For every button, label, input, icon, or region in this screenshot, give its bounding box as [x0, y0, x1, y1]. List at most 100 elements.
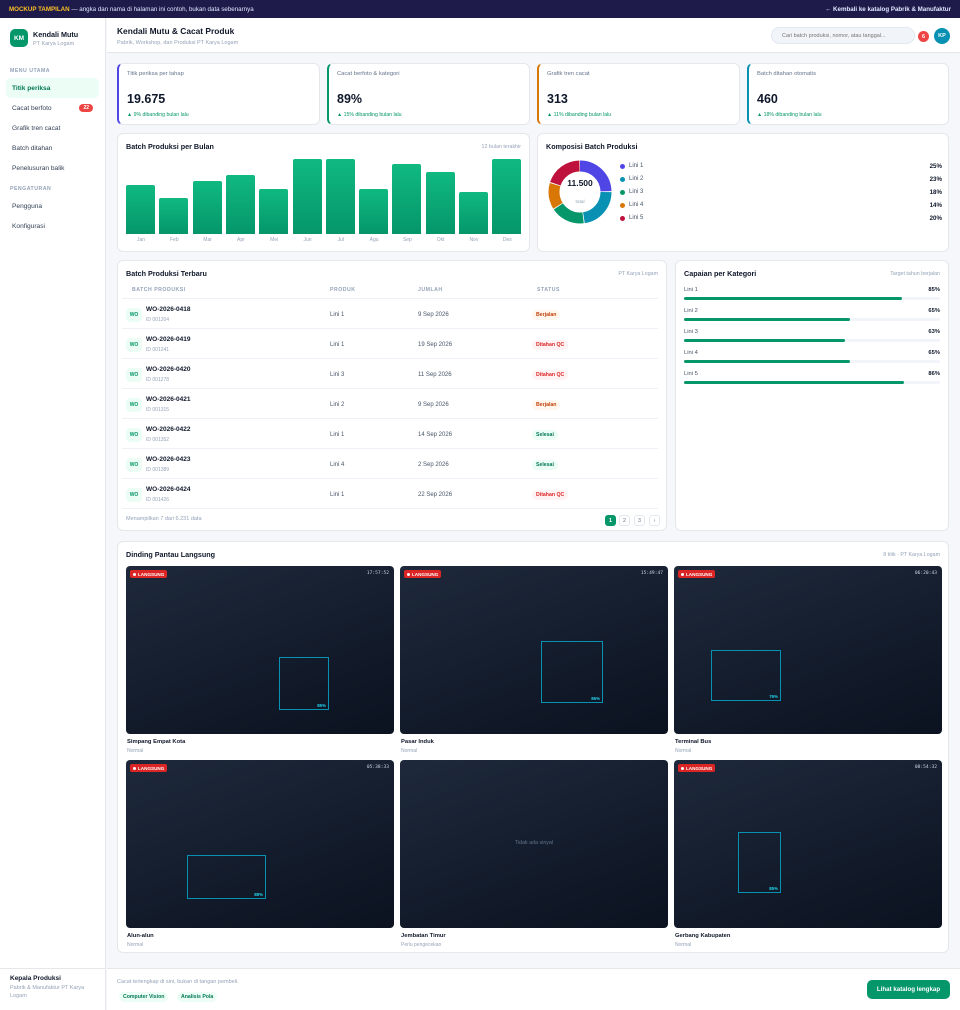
live-dot-icon [681, 766, 684, 770]
camera-feed[interactable]: LANGSUNG 06:20:43 76% [674, 566, 942, 734]
table-row[interactable]: WO WO-2026-0418 ID 001204 Lini 1 9 Sep 2026 B… [122, 299, 658, 329]
nav-section-settings: PENGATURAN [10, 186, 52, 192]
user-org: Pabrik & Manufaktur PT Karya Logam [10, 985, 85, 1000]
table-row[interactable]: WO WO-2026-0421 ID 001315 Lini 2 9 Sep 2026 B… [122, 389, 658, 419]
status-badge: Berjalan [532, 310, 561, 320]
table-row[interactable]: WO WO-2026-0422 ID 001352 Lini 1 14 Sep 2026… [122, 419, 658, 449]
kpi-label: Batch ditahan otomatis [757, 71, 816, 77]
notification-badge[interactable]: 6 [918, 31, 929, 42]
bar [126, 185, 155, 234]
sidebar-item-konfigurasi[interactable]: Konfigurasi [12, 222, 45, 230]
bar [159, 197, 189, 234]
batch-id: WO-2026-0421 [146, 396, 191, 403]
batch-sub-id: ID 001204 [146, 317, 170, 323]
camera-feed[interactable]: LANGSUNG 08:54:32 85% [674, 760, 942, 928]
camera-status: Normal [127, 942, 144, 948]
camera-feed[interactable]: LANGSUNG 15:49:47 86% [400, 566, 668, 734]
app-name: Kendali Mutu [33, 29, 79, 39]
detection-confidence: 85% [317, 703, 326, 708]
live-dot-icon [133, 766, 136, 770]
batch-code-icon: WO [126, 338, 142, 352]
date-cell: 14 Sep 2026 [418, 432, 453, 438]
kpi-label: Cacat berfoto & kategori [337, 71, 400, 77]
live-badge: LANGSUNG [678, 764, 716, 772]
next-page-button[interactable]: › [649, 515, 660, 526]
sidebar-item-batch-ditahan[interactable]: Batch ditahan [12, 144, 53, 152]
status-badge: Selesai [532, 430, 558, 440]
tag-analisis-pola: Analisis Pola [177, 992, 218, 1002]
table-header: BATCH PRODUKSI PRODUK JUMLAH STATUS [122, 287, 658, 299]
achievement-title: Capaian per Kategori [684, 269, 757, 278]
batch-id: WO-2026-0420 [146, 366, 191, 373]
kpi-label: Grafik tren cacat [547, 71, 590, 77]
legend-item: Lini 3 18% [620, 187, 942, 197]
batch-sub-id: ID 001426 [146, 497, 170, 503]
col-product: PRODUK [330, 287, 356, 293]
legend-percent: 23% [929, 175, 942, 183]
donut-slice [548, 160, 612, 224]
progress-fill [684, 339, 846, 342]
table-row[interactable]: WO WO-2026-0424 ID 001426 Lini 1 22 Sep 2026… [122, 479, 658, 509]
legend-label: Lini 1 [629, 163, 644, 169]
detection-confidence: 86% [591, 696, 600, 701]
date-cell: 11 Sep 2026 [418, 372, 452, 378]
x-tick-label: Mar [203, 237, 212, 243]
page-1-button[interactable]: 1 [605, 515, 616, 526]
achievement-meta: Target tahun berjalan [890, 271, 940, 277]
kpi-card: Cacat berfoto & kategori 89% ▲ 15% diban… [327, 63, 530, 125]
mockup-tag: MOCKUP TAMPILAN [9, 5, 70, 13]
status-badge: Ditahan QC [532, 490, 569, 500]
sidebar-item-penelusuran[interactable]: Penelusuran balik [12, 164, 65, 172]
product-cell: Lini 3 [330, 372, 345, 378]
view-catalog-button[interactable]: Lihat katalog lengkap [867, 980, 950, 999]
progress-value: 63% [928, 329, 940, 335]
legend-item: Lini 5 20% [620, 213, 942, 223]
sidebar-item-grafik-tren[interactable]: Grafik tren cacat [12, 124, 61, 132]
back-to-catalog-link[interactable]: ← Kembali ke katalog Pabrik & Manufaktur [825, 5, 951, 13]
camera-feed[interactable]: Tidak ada sinyal [400, 760, 668, 928]
live-label: LANGSUNG [412, 571, 439, 577]
sidebar-item-cacat-berfoto[interactable]: Cacat berfoto 22 [6, 98, 99, 118]
legend-swatch [620, 189, 625, 195]
progress-fill [684, 381, 905, 384]
kpi-label: Titik periksa per tahap [127, 71, 184, 77]
progress-label: Lini 2 [684, 308, 698, 314]
donut-total-label: total [575, 200, 585, 205]
donut-slice [548, 160, 612, 224]
batch-code-icon: WO [126, 488, 142, 502]
camera-timestamp: 06:20:43 [914, 571, 937, 576]
product-cell: Lini 1 [330, 432, 345, 438]
x-tick-label: Okt [436, 237, 445, 243]
batch-code-icon: WO [126, 428, 142, 442]
sidebar-item-pengguna[interactable]: Pengguna [12, 202, 43, 210]
x-tick-label: Jan [136, 237, 146, 243]
sidebar-item-titik-periksa[interactable]: Titik periksa [6, 78, 99, 98]
table-row[interactable]: WO WO-2026-0419 ID 001241 Lini 1 19 Sep 2026… [122, 329, 658, 359]
page-2-button[interactable]: 2 [619, 515, 630, 526]
batch-id: WO-2026-0424 [146, 486, 191, 493]
date-cell: 9 Sep 2026 [418, 402, 449, 408]
camera-feed[interactable]: LANGSUNG 05:38:33 88% [126, 760, 394, 928]
legend-label: Lini 3 [629, 189, 644, 195]
table-row[interactable]: WO WO-2026-0420 ID 001278 Lini 3 11 Sep 2026… [122, 359, 658, 389]
achievement-card: Capaian per Kategori Target tahun berjal… [675, 260, 949, 531]
legend-item: Lini 2 23% [620, 174, 942, 184]
progress-row: Lini 3 63% [684, 329, 940, 335]
batch-code-icon: WO [126, 398, 142, 412]
progress-value: 65% [928, 308, 940, 314]
bar [392, 164, 422, 234]
avatar[interactable]: KP [934, 28, 950, 44]
camera-status: Normal [127, 748, 144, 754]
page-3-button[interactable]: 3 [634, 515, 645, 526]
camera-status: Normal [401, 748, 418, 754]
kpi-card: Grafik tren cacat 313 ▲ 11% dibanding bu… [537, 63, 740, 125]
camera-timestamp: 08:54:32 [914, 765, 937, 770]
search-input[interactable] [771, 27, 915, 44]
camera-feed[interactable]: LANGSUNG 17:57:52 85% [126, 566, 394, 734]
monthly-chart-card: Batch Produksi per Bulan 12 bulan terakh… [117, 133, 530, 252]
progress-track [684, 339, 940, 342]
detection-confidence: 76% [769, 694, 778, 699]
date-cell: 22 Sep 2026 [418, 492, 453, 498]
table-row[interactable]: WO WO-2026-0423 ID 001389 Lini 4 2 Sep 2026 S… [122, 449, 658, 479]
camera-name: Jembatan Timur [401, 933, 446, 939]
